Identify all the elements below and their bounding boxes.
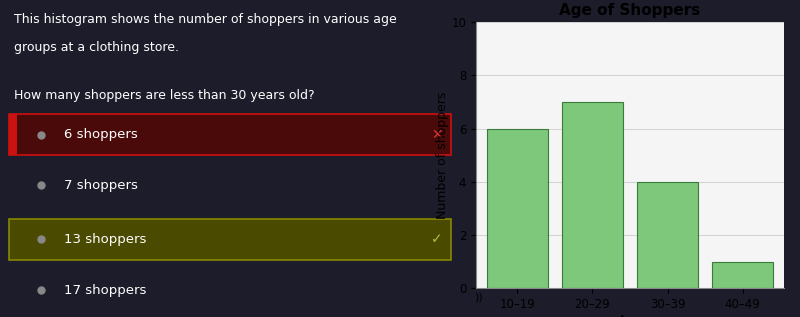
Text: How many shoppers are less than 30 years old?: How many shoppers are less than 30 years… xyxy=(14,89,314,102)
FancyBboxPatch shape xyxy=(10,114,451,155)
Bar xyxy=(637,182,698,288)
X-axis label: Age: Age xyxy=(618,314,642,317)
FancyBboxPatch shape xyxy=(10,165,451,206)
FancyBboxPatch shape xyxy=(10,269,451,311)
Bar xyxy=(486,129,548,288)
Text: )): )) xyxy=(474,293,482,303)
Text: 7 shoppers: 7 shoppers xyxy=(64,179,138,192)
Bar xyxy=(562,102,623,288)
FancyBboxPatch shape xyxy=(10,114,18,155)
Text: This histogram shows the number of shoppers in various age: This histogram shows the number of shopp… xyxy=(14,13,397,26)
Text: groups at a clothing store.: groups at a clothing store. xyxy=(14,41,179,54)
Y-axis label: Number of shoppers: Number of shoppers xyxy=(436,92,449,219)
Text: 13 shoppers: 13 shoppers xyxy=(64,233,146,246)
Text: 6 shoppers: 6 shoppers xyxy=(64,128,138,141)
FancyBboxPatch shape xyxy=(10,219,451,260)
Title: Age of Shoppers: Age of Shoppers xyxy=(559,3,701,18)
Text: 17 shoppers: 17 shoppers xyxy=(64,283,146,297)
Bar xyxy=(712,262,774,288)
Text: ✓: ✓ xyxy=(431,232,443,246)
Text: ✕: ✕ xyxy=(431,128,443,142)
